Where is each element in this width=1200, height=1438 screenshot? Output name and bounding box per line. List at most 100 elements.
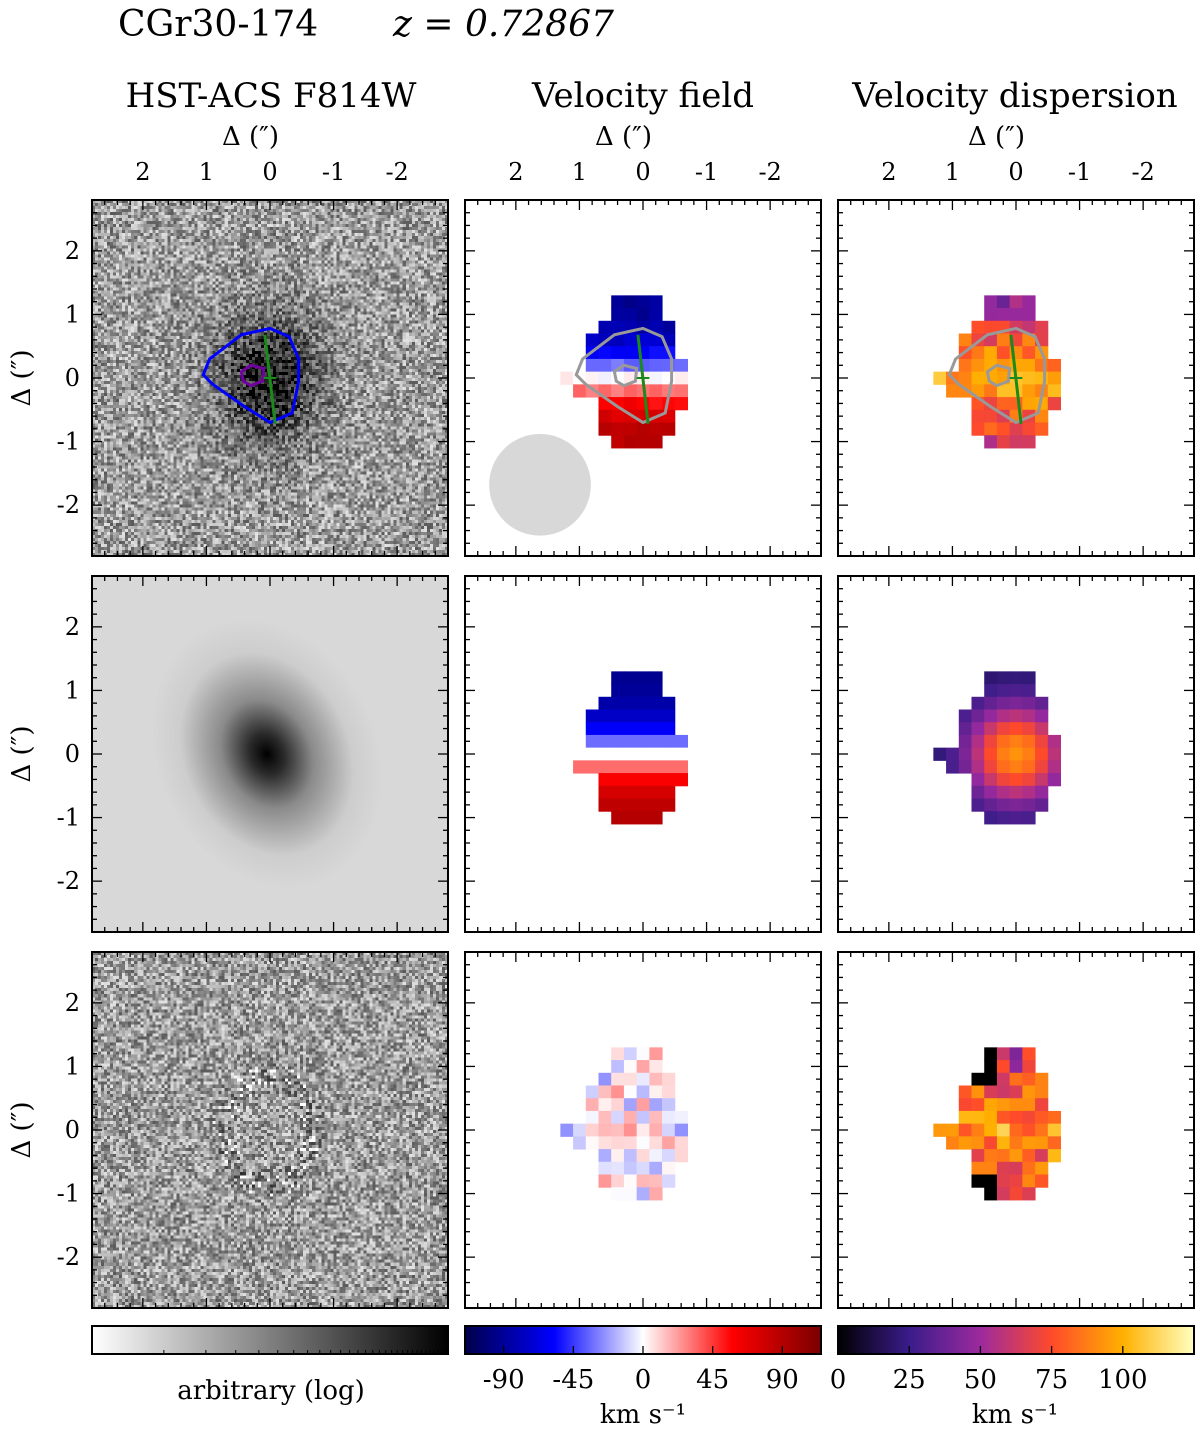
panel-residual-dispersion-map-pixel bbox=[971, 1085, 985, 1099]
panel-residual-velocity-map-pixel bbox=[611, 1136, 625, 1150]
panel-model-hst-galaxy bbox=[150, 618, 383, 890]
panel-model-dispersion-map-pixel bbox=[1022, 696, 1036, 710]
panel-observed-dispersion-map-pixel bbox=[1009, 295, 1023, 309]
panel-model-velocity-map-pixel bbox=[636, 773, 650, 787]
panel-residual-dispersion-map-pixel bbox=[1009, 1060, 1023, 1074]
panel-model-velocity-map-pixel bbox=[636, 696, 650, 710]
panel-model-dispersion-map-pixel bbox=[984, 722, 998, 736]
x-tick-label: 1 bbox=[572, 158, 587, 186]
panel-observed-dispersion-map-pixel bbox=[1022, 358, 1036, 373]
panel-model-dispersion-map-pixel bbox=[971, 785, 985, 799]
panel-model-velocity-map-pixel bbox=[598, 798, 612, 812]
panel-observed-dispersion-map-pixel bbox=[996, 384, 1011, 398]
panel-residual-velocity-map-pixel bbox=[662, 1174, 676, 1188]
panel-residual-velocity-map-pixel bbox=[636, 1085, 650, 1099]
colorbar-dispersion bbox=[837, 1325, 1195, 1355]
panel-model-velocity-map-pixel bbox=[674, 747, 688, 761]
panel-observed-velocity-map-pixel bbox=[611, 308, 625, 322]
panel-model-velocity-map-pixel bbox=[649, 798, 663, 812]
panel-residual-dispersion-map-pixel bbox=[1009, 1110, 1023, 1125]
panel-model-velocity-map-pixel bbox=[662, 747, 676, 761]
x-tick-label: 1 bbox=[945, 158, 960, 186]
panel-model-dispersion-map-pixel bbox=[958, 722, 972, 736]
panel-model-velocity-map-pixel bbox=[636, 798, 650, 812]
panel-residual-dispersion-map-pixel bbox=[1035, 1110, 1049, 1125]
panel-residual-velocity-map-pixel bbox=[623, 1047, 638, 1061]
panel-observed-dispersion-map-pixel bbox=[1047, 397, 1061, 411]
panel-residual-velocity-map-pixel bbox=[611, 1085, 625, 1099]
panel-residual-velocity-map-pixel bbox=[611, 1149, 625, 1163]
panel-observed-velocity-map bbox=[560, 295, 688, 449]
panel-model-velocity-map-pixel bbox=[598, 709, 612, 723]
panel-residual-velocity-map bbox=[560, 1047, 688, 1201]
x-tick-label: 2 bbox=[881, 158, 896, 186]
panel-observed-velocity-map-pixel bbox=[611, 435, 625, 449]
panel-residual-dispersion-map-pixel bbox=[1022, 1085, 1036, 1099]
panel-model-velocity-map-pixel bbox=[623, 722, 638, 736]
top-axis-label-dispersion: Δ (″) bbox=[968, 122, 1026, 152]
panel-model-velocity-map-pixel bbox=[649, 773, 663, 787]
panel-residual-dispersion-map-pixel bbox=[984, 1136, 998, 1150]
panel-observed-dispersion-map-pixel bbox=[996, 435, 1011, 449]
panel-observed-dispersion-map-pixel bbox=[971, 346, 985, 360]
panel-residual-velocity-map-pixel bbox=[573, 1123, 587, 1137]
panel-residual-velocity-map-pixel bbox=[649, 1085, 663, 1099]
panel-observed-velocity-map-pixel bbox=[611, 333, 625, 347]
panel-residual-dispersion-map-pixel bbox=[996, 1060, 1011, 1074]
panel-residual-velocity-map-pixel bbox=[649, 1161, 663, 1175]
y-tick-label: 2 bbox=[65, 237, 80, 265]
panel-model-dispersion-map-pixel bbox=[1035, 773, 1049, 787]
panel-model-velocity-map-pixel bbox=[662, 734, 676, 749]
colorbar-tick-label: 100 bbox=[1098, 1365, 1148, 1395]
panel-residual-velocity-map-pixel bbox=[623, 1174, 638, 1188]
panel-observed-velocity-map-pixel bbox=[623, 346, 638, 360]
y-tick-label: 2 bbox=[65, 613, 80, 641]
panel-residual-velocity-map-pixel bbox=[585, 1098, 599, 1112]
panel-model-dispersion-map-pixel bbox=[1035, 709, 1049, 723]
panel-residual-velocity-map-pixel bbox=[611, 1174, 625, 1188]
panel-model-velocity-map-pixel bbox=[611, 709, 625, 723]
panel-model-velocity-map-pixel bbox=[598, 734, 612, 749]
panel-residual-dispersion-map-pixel bbox=[1035, 1072, 1049, 1086]
panel-residual-velocity-map-pixel bbox=[623, 1110, 638, 1125]
y-tick-label: 0 bbox=[65, 1116, 80, 1144]
panel-model-dispersion-map-pixel bbox=[971, 798, 985, 812]
x-tick-label: 2 bbox=[508, 158, 523, 186]
y-tick-label: -1 bbox=[57, 804, 80, 832]
panel-observed-dispersion-map-pixel bbox=[1022, 346, 1036, 360]
panel-observed-velocity-map-pixel bbox=[662, 358, 676, 373]
panel-residual-dispersion-map-pixel bbox=[971, 1098, 985, 1112]
panel-residual-velocity-map-pixel bbox=[560, 1123, 574, 1137]
panel-observed-dispersion-map-pixel bbox=[1047, 384, 1061, 398]
panel-residual-velocity-map-pixel bbox=[623, 1187, 638, 1201]
panel-observed-dispersion-map-pixel bbox=[996, 333, 1011, 347]
panel-residual-velocity-map-pixel bbox=[623, 1098, 638, 1112]
panel-model-dispersion-map-pixel bbox=[946, 747, 960, 761]
panel-model-velocity-map-pixel bbox=[598, 696, 612, 710]
left-axis-label: Δ (″) bbox=[7, 725, 37, 782]
top-axis-label-hst: Δ (″) bbox=[222, 122, 280, 152]
panel-model-dispersion-map-pixel bbox=[1047, 734, 1061, 749]
panel-observed-dispersion-map-pixel bbox=[996, 346, 1011, 360]
panel-observed-velocity-map-pixel bbox=[662, 422, 676, 436]
colorbar-tick-label: 50 bbox=[964, 1365, 997, 1395]
panel-residual-velocity-map-pixel bbox=[636, 1149, 650, 1163]
panel-residual-velocity-map-pixel bbox=[598, 1174, 612, 1188]
panel-residual-dispersion-map-pixel bbox=[1022, 1174, 1036, 1188]
panel-observed-velocity-map-pixel bbox=[623, 397, 638, 411]
panel-observed-dispersion-map-pixel bbox=[1022, 320, 1036, 334]
x-tick-label: 0 bbox=[1008, 158, 1023, 186]
panel-observed-velocity-map-pixel bbox=[649, 320, 663, 334]
panel-residual-velocity-map-pixel bbox=[649, 1174, 663, 1188]
panel-observed-dispersion-map-pixel bbox=[971, 409, 985, 423]
panel-model-dispersion-map-pixel bbox=[971, 722, 985, 736]
panel-residual-velocity-map-pixel bbox=[598, 1149, 612, 1163]
panel-model-velocity-map-pixel bbox=[674, 773, 688, 787]
panel-model-dispersion-map-pixel bbox=[1022, 734, 1036, 749]
panel-model-dispersion-map-pixel bbox=[958, 760, 972, 774]
panel-observed-dispersion-map-pixel bbox=[1022, 371, 1036, 385]
panel-residual-dispersion-map-pixel bbox=[1009, 1123, 1023, 1137]
panel-observed-dispersion-map-pixel bbox=[1022, 422, 1036, 436]
panel-model-velocity-map-pixel bbox=[611, 773, 625, 787]
panel-model-dispersion-map-pixel bbox=[1009, 734, 1023, 749]
